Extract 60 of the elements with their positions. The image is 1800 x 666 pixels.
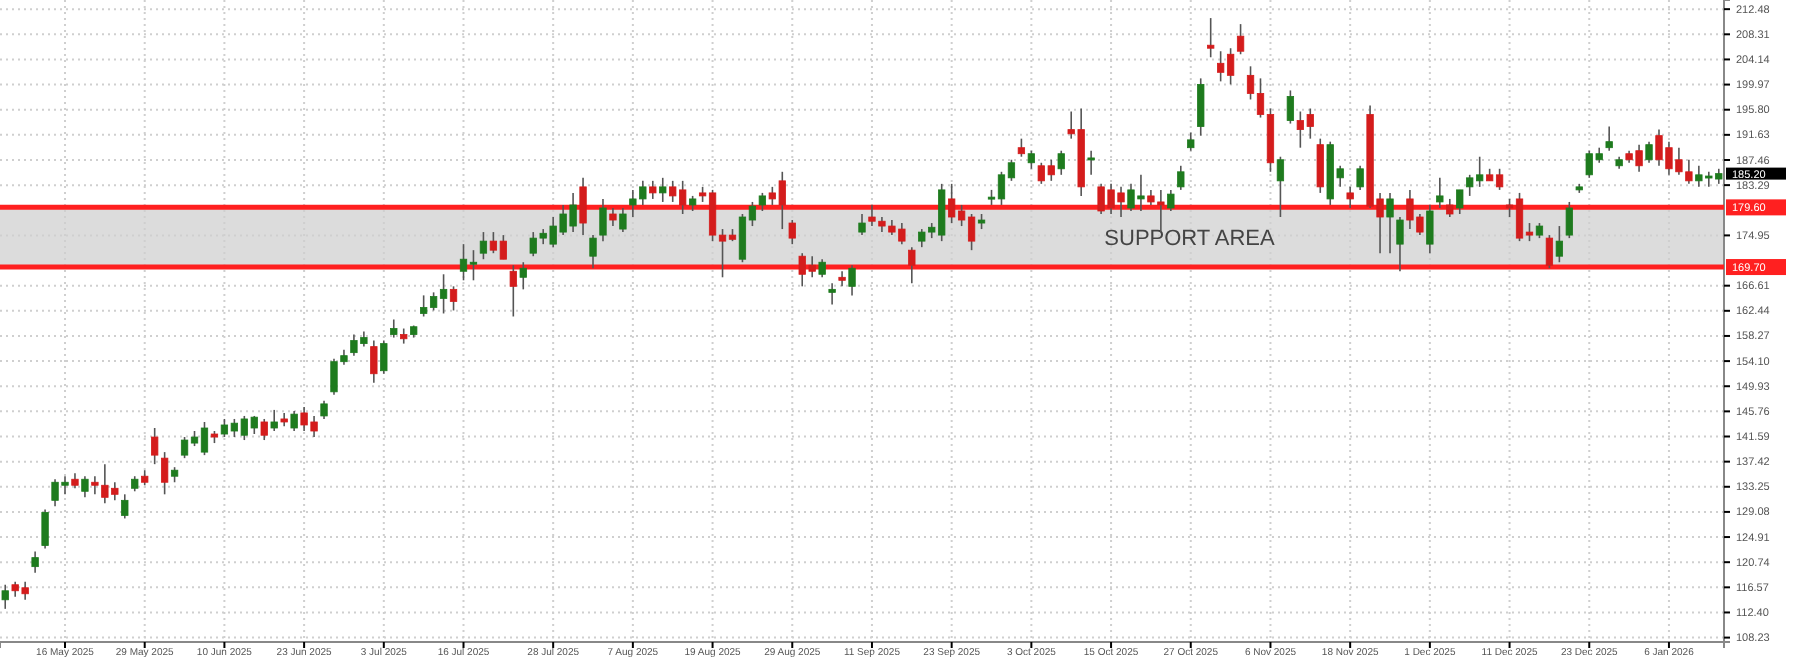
candlestick xyxy=(589,234,597,270)
band-label: SUPPORT AREA xyxy=(1104,227,1277,252)
candlestick xyxy=(908,246,916,285)
candlestick xyxy=(1555,225,1564,264)
candlestick xyxy=(1545,234,1554,270)
candlestick xyxy=(1276,155,1285,218)
candlestick xyxy=(758,192,767,212)
candlestick xyxy=(1197,77,1205,137)
candlestick xyxy=(1456,189,1464,215)
candlestick xyxy=(151,427,159,465)
candlestick xyxy=(509,264,517,318)
candlestick xyxy=(519,261,527,291)
candlestick xyxy=(659,177,667,203)
candlestick xyxy=(1207,17,1215,59)
candlestick xyxy=(1645,140,1653,164)
candlestick xyxy=(858,213,866,236)
candlestick xyxy=(320,400,328,420)
candlestick xyxy=(1236,23,1245,56)
candlestick xyxy=(838,270,846,288)
candlestick xyxy=(1605,125,1613,152)
candlestick xyxy=(390,318,398,339)
candlestick xyxy=(818,258,826,279)
candlestick xyxy=(449,285,458,312)
candlestick xyxy=(1436,177,1444,209)
candlestick xyxy=(270,409,278,432)
candlestick xyxy=(848,264,856,297)
candlestick xyxy=(160,451,169,496)
candlestick xyxy=(290,410,298,432)
candlestick xyxy=(1356,164,1364,191)
candlestick xyxy=(1,583,9,610)
candlestick xyxy=(599,198,607,242)
candlestick xyxy=(1087,149,1095,176)
candlestick xyxy=(479,231,488,261)
candlestick xyxy=(788,219,796,245)
candlestick xyxy=(1017,137,1026,158)
candlestick xyxy=(121,493,129,520)
candlestick xyxy=(1396,216,1404,273)
candlestick xyxy=(1316,137,1324,194)
candlestick xyxy=(1346,186,1354,209)
candlestick xyxy=(1446,198,1454,218)
candlestick xyxy=(31,550,39,574)
candlestick xyxy=(649,180,657,200)
candlestick xyxy=(1426,204,1434,254)
candlestick xyxy=(81,475,89,499)
candlestick xyxy=(1187,131,1195,152)
candlestick xyxy=(619,207,627,233)
candlestick xyxy=(579,177,587,236)
candlestick xyxy=(380,339,388,375)
candlestick xyxy=(1565,201,1573,239)
candlestick xyxy=(828,282,836,306)
candlestick xyxy=(41,508,49,550)
candlestick xyxy=(1177,164,1185,191)
candlestick xyxy=(1286,89,1295,125)
candlestick xyxy=(609,207,617,227)
candlestick xyxy=(1027,149,1035,170)
candlestick xyxy=(1167,189,1175,212)
candlestick xyxy=(1386,192,1394,254)
candlestick xyxy=(370,339,378,384)
candlestick xyxy=(260,418,268,441)
candlestick xyxy=(1057,149,1065,176)
